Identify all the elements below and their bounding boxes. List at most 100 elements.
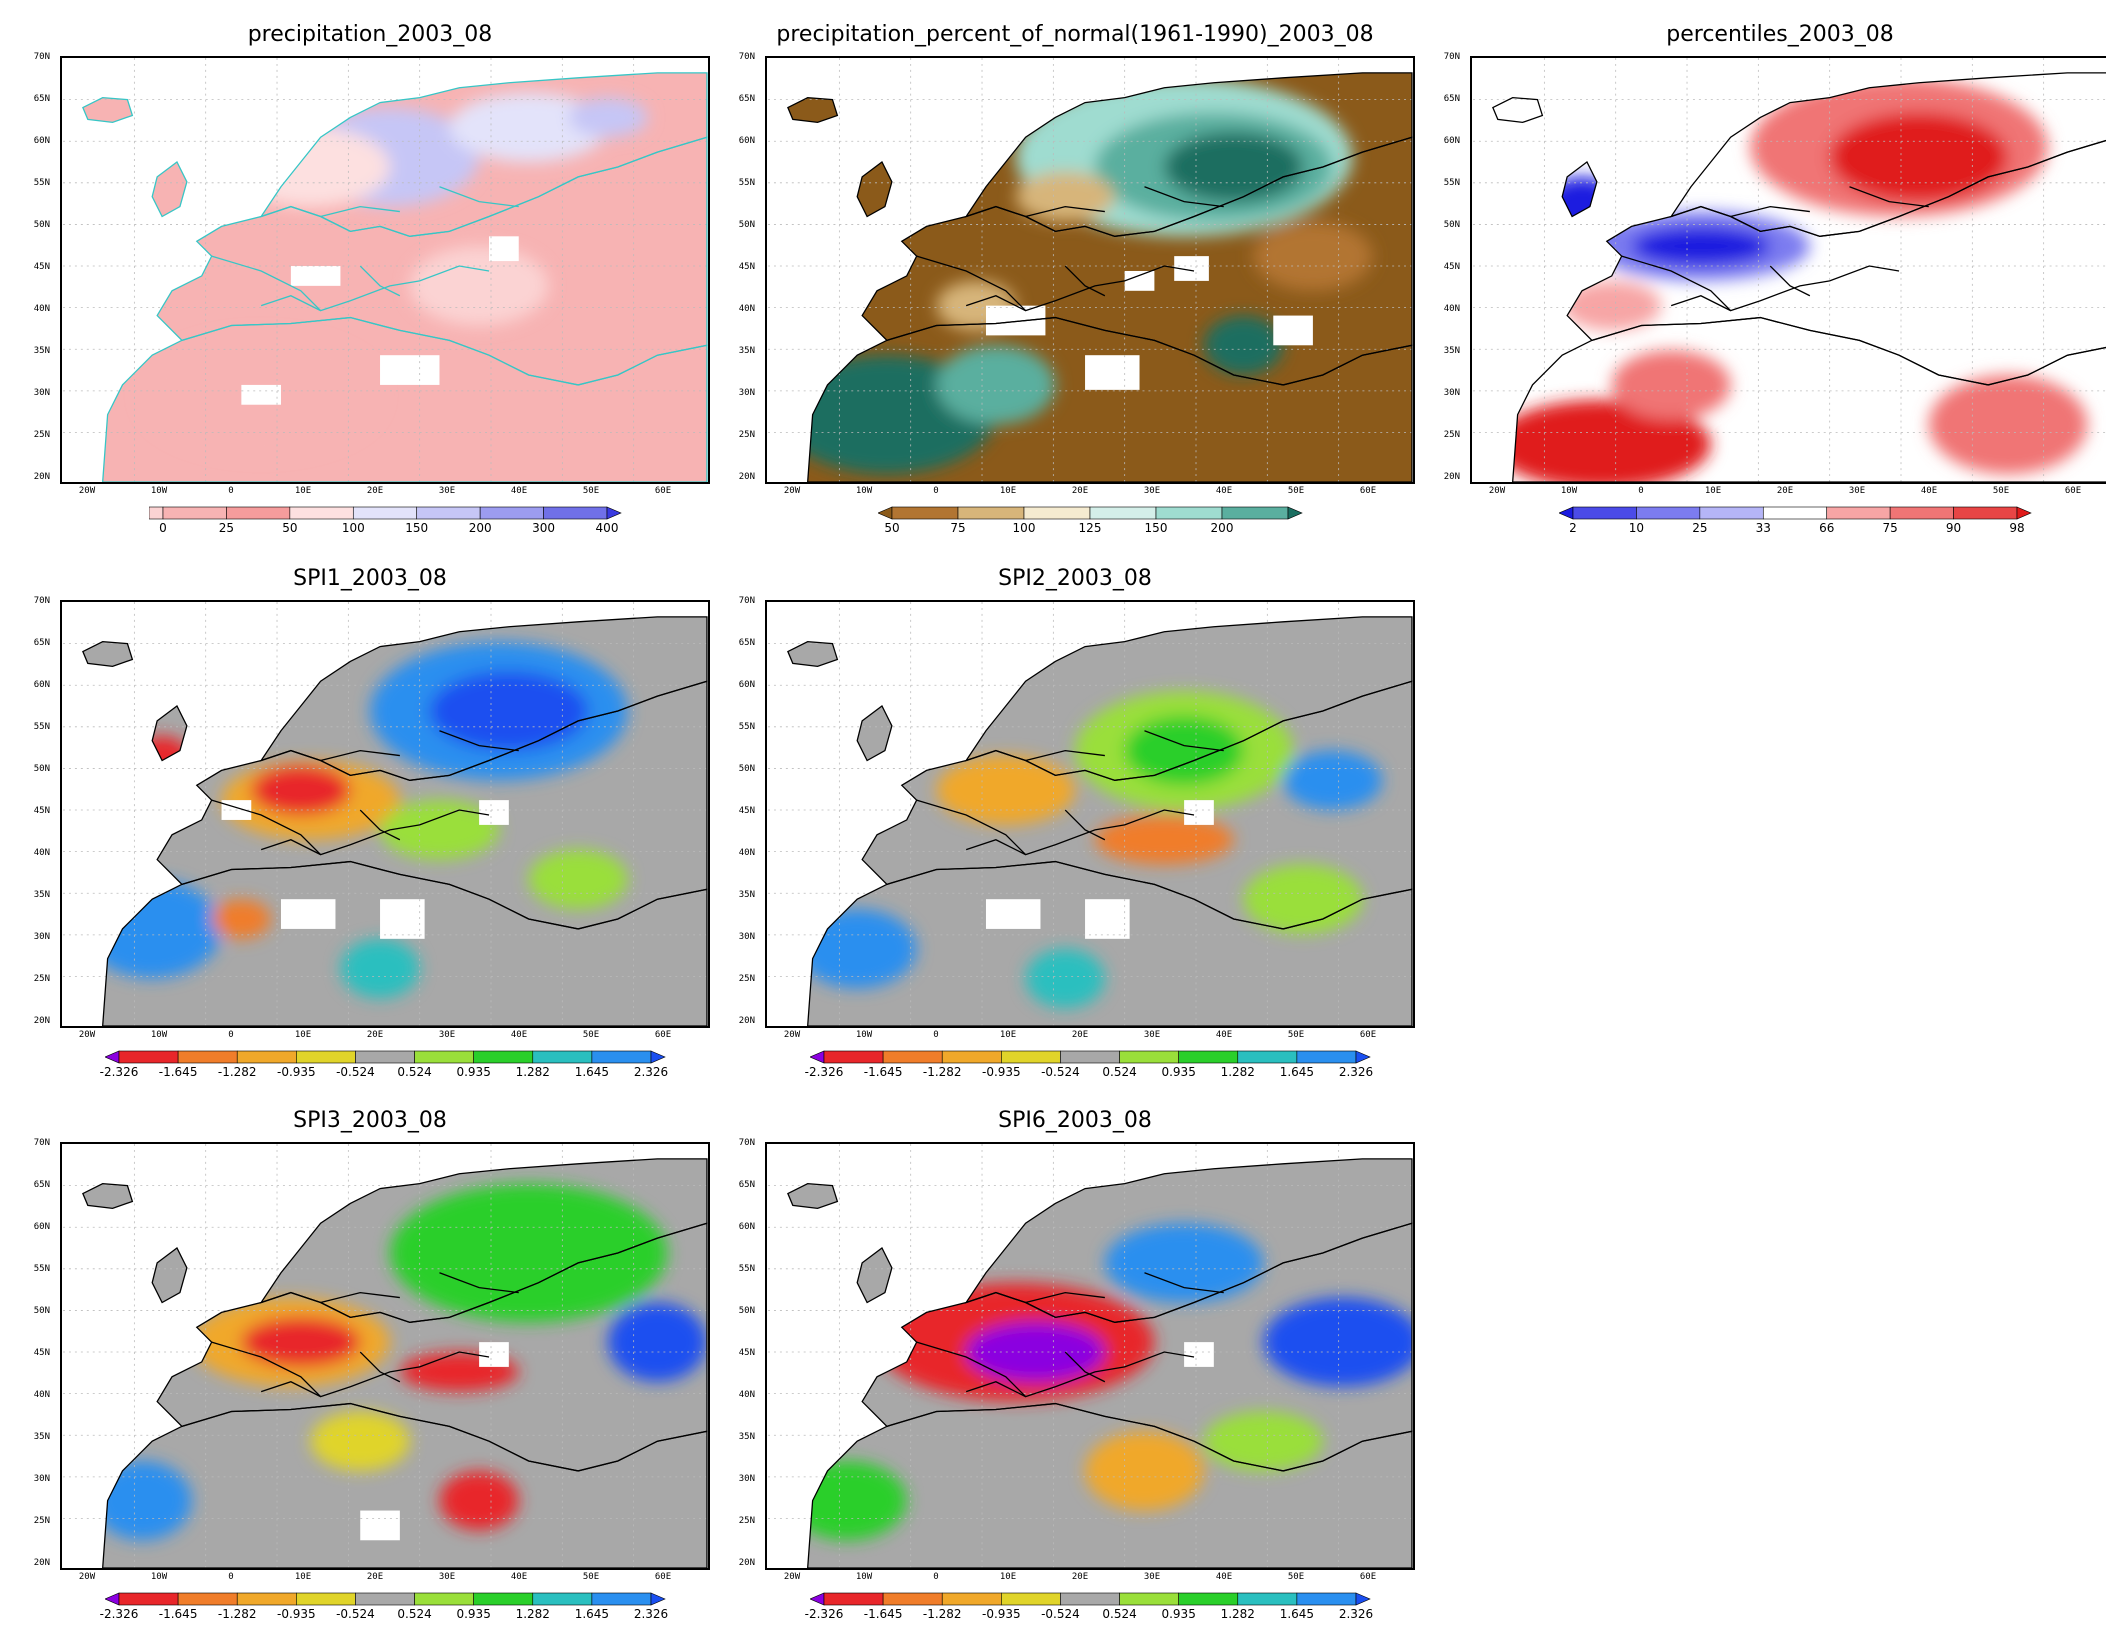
colorbar-label: 1.645 — [1279, 1065, 1315, 1079]
colorbar-swatch — [941, 1592, 1002, 1606]
map-panel-spi6: SPI6_2003_08 70N 65N 60N 55N 50N 45N 40N 35N 30N 2… — [735, 1108, 1445, 1628]
field-contour — [607, 1302, 707, 1382]
lon-label: 50E — [582, 1572, 600, 1582]
lat-label: 30N — [738, 388, 755, 398]
colorbar-swatch — [1889, 506, 1954, 520]
lon-label: 10E — [294, 486, 312, 496]
lon-label: 10W — [1560, 486, 1578, 496]
colorbar-swatch — [810, 1592, 825, 1606]
lon-label: 10W — [855, 1572, 873, 1582]
colorbar-swatch — [543, 506, 608, 520]
lat-label: 50N — [738, 764, 755, 774]
lon-label: 20E — [1071, 1572, 1089, 1582]
lat-label: 20N — [33, 1558, 50, 1568]
colorbar-label: -1.645 — [863, 1065, 903, 1079]
map-grid — [63, 602, 707, 1026]
field-contour — [1025, 948, 1105, 1009]
missing-data-area — [489, 236, 519, 262]
panel-title: SPI1_2003_08 — [293, 566, 447, 591]
colorbar-swatch — [1023, 506, 1091, 520]
lat-label: 35N — [33, 346, 50, 356]
lon-label: 60E — [654, 1030, 672, 1040]
colorbar-swatch — [1287, 506, 1303, 520]
missing-data-area — [1184, 1342, 1214, 1367]
lon-label: 20W — [783, 486, 801, 496]
lat-label: 30N — [33, 932, 50, 942]
colorbar-swatch — [1237, 1592, 1298, 1606]
colorbar-swatch — [1355, 1592, 1371, 1606]
field-contour — [1263, 1297, 1412, 1387]
field-contour — [389, 1183, 668, 1323]
colorbar-label: 2.326 — [633, 1065, 669, 1079]
lat-label: 25N — [738, 430, 755, 440]
missing-data-area — [1273, 315, 1313, 346]
missing-data-area — [985, 305, 1046, 336]
lat-label: 20N — [33, 1016, 50, 1026]
lat-label: 50N — [1443, 220, 1460, 230]
colorbar-swatch — [1060, 1050, 1120, 1064]
map-field — [63, 602, 708, 1026]
map-grid — [768, 1144, 1412, 1568]
lon-label: 50E — [1992, 486, 2010, 496]
lat-label: 20N — [33, 472, 50, 482]
lat-label: 65N — [738, 1180, 755, 1190]
colorbar-swatch — [414, 1592, 474, 1606]
field-contour — [1094, 814, 1234, 865]
lon-label: 40E — [510, 486, 528, 496]
map-panel-percentiles: percentiles_2003_08 70N 65N 60N 55N 50N 45N 40N… — [1440, 22, 2106, 542]
colorbar-label: -0.524 — [1041, 1607, 1080, 1621]
colorbar-swatch — [957, 506, 1025, 520]
colorbar-label: -2.326 — [99, 1065, 139, 1079]
colorbar-swatch — [891, 506, 959, 520]
colorbar-swatch — [473, 1050, 534, 1064]
colorbar-label: -0.935 — [276, 1607, 316, 1621]
colorbar-label: 150 — [405, 521, 429, 535]
map-panel-spi3: SPI3_2003_08 70N 65N 60N 55N 50N 45N 40N 35N 30N 2… — [30, 1108, 740, 1628]
map-field — [768, 602, 1413, 1026]
lat-label: 40N — [1443, 304, 1460, 314]
colorbar-swatch — [105, 1050, 120, 1064]
colorbar-swatch — [606, 506, 622, 520]
map-grid — [63, 58, 707, 482]
colorbar-pct_normal — [878, 506, 1303, 520]
colorbar-label: 0.935 — [1161, 1607, 1196, 1621]
lat-label: 65N — [33, 94, 50, 104]
map-panel-pct_normal: precipitation_percent_of_normal(1961-199… — [735, 22, 1445, 542]
colorbar-label: 33 — [1755, 521, 1771, 535]
lat-label: 35N — [738, 346, 755, 356]
colorbar-swatch — [226, 506, 291, 520]
field-contour — [1104, 1223, 1264, 1303]
lat-label: 55N — [738, 1264, 755, 1274]
colorbar-swatch — [878, 506, 893, 520]
lat-label: 60N — [1443, 136, 1460, 146]
lat-label: 70N — [33, 1138, 50, 1148]
coastline — [787, 1158, 1413, 1568]
lat-label: 35N — [33, 1432, 50, 1442]
colorbar-label: 66 — [1819, 521, 1835, 535]
field-contour — [936, 755, 1076, 825]
lat-label: 25N — [738, 974, 755, 984]
colorbar-swatch — [1762, 506, 1828, 520]
lat-label: 60N — [33, 1222, 50, 1232]
lon-label: 10E — [999, 1572, 1017, 1582]
lat-label: 60N — [33, 136, 50, 146]
lat-label: 20N — [738, 1016, 755, 1026]
map-percentiles — [1470, 56, 2106, 484]
colorbar-label: -0.524 — [336, 1065, 375, 1079]
lon-label: 20E — [366, 486, 384, 496]
field-contour — [380, 800, 499, 860]
colorbar-swatch — [591, 1592, 652, 1606]
colorbar-swatch — [479, 506, 544, 520]
colorbar-swatch — [591, 1050, 652, 1064]
colorbar-label: 90 — [1945, 521, 1962, 535]
field-contour — [1164, 132, 1303, 202]
colorbar-spi2 — [810, 1050, 1371, 1064]
colorbar-label: 0.935 — [456, 1607, 491, 1621]
colorbar-swatch — [149, 506, 164, 520]
field-contour — [1203, 315, 1284, 376]
colorbar-swatch — [823, 1592, 884, 1606]
field-contour — [231, 127, 390, 207]
coastline — [82, 72, 708, 482]
map-field — [768, 58, 1413, 482]
colorbar-label: 0.524 — [1102, 1607, 1137, 1621]
